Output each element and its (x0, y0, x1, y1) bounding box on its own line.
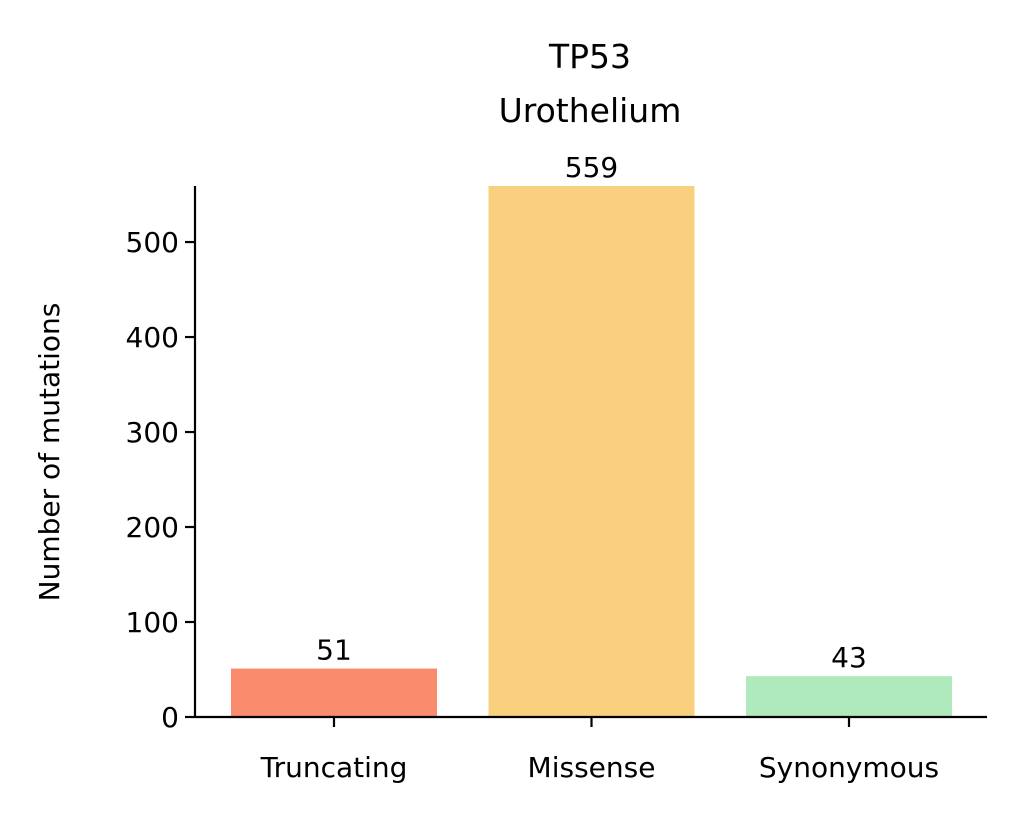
data-label-synonymous: 43 (831, 641, 867, 674)
data-labels-group: 51 559 43 (316, 151, 867, 674)
y-tick-label-300: 300 (126, 416, 179, 449)
data-label-truncating: 51 (316, 634, 352, 667)
bars-group (231, 186, 952, 717)
x-tick-label-truncating: Truncating (260, 751, 408, 784)
data-label-missense: 559 (565, 151, 618, 184)
y-tick-label-400: 400 (126, 321, 179, 354)
x-ticks-group: Truncating Missense Synonymous (260, 717, 939, 784)
bar-missense (488, 186, 695, 717)
chart-subtitle: Urothelium (499, 91, 682, 130)
y-tick-label-200: 200 (126, 511, 179, 544)
bar-truncating (231, 668, 437, 717)
y-tick-label-500: 500 (126, 226, 179, 259)
chart-title: TP53 (548, 37, 631, 76)
y-tick-label-0: 0 (161, 701, 179, 734)
y-tick-label-100: 100 (126, 606, 179, 639)
bar-synonymous (746, 676, 952, 717)
x-tick-label-synonymous: Synonymous (759, 751, 939, 784)
y-ticks-group: 0 100 200 300 400 500 (126, 226, 195, 734)
x-tick-label-missense: Missense (528, 751, 656, 784)
y-axis-label: Number of mutations (33, 303, 66, 602)
